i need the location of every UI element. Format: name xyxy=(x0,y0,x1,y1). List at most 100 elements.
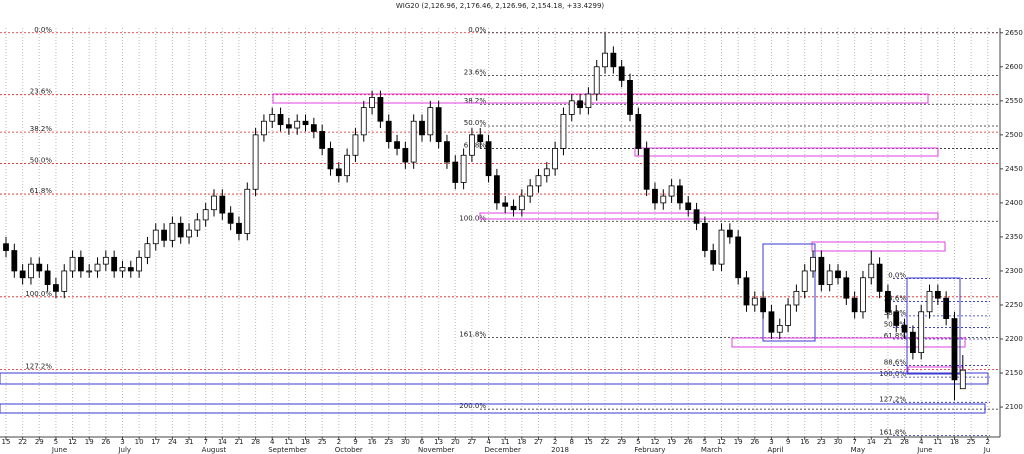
month-label: Ju xyxy=(983,446,991,454)
fib-label: 23.6% xyxy=(884,295,907,303)
candle-body xyxy=(693,209,700,224)
fib-label: 23.6% xyxy=(30,88,53,96)
candle-body xyxy=(685,202,692,211)
fib-label: 100.0% xyxy=(25,290,52,298)
candle-body xyxy=(277,114,284,126)
candle-body xyxy=(102,256,109,265)
candle-body xyxy=(377,97,384,122)
candle-body xyxy=(152,229,159,245)
candle-body xyxy=(327,148,334,170)
candle-body xyxy=(835,270,841,279)
x-tick-label: 5 xyxy=(54,438,58,446)
candle-body xyxy=(119,267,126,272)
candle-body xyxy=(427,107,434,136)
candle-body xyxy=(69,256,76,272)
candle-body xyxy=(202,209,209,221)
candle-body xyxy=(360,107,367,136)
candle-body xyxy=(352,134,359,156)
x-tick-label: 27 xyxy=(467,438,476,446)
candle-body xyxy=(627,80,633,115)
x-tick-label: 15 xyxy=(584,438,593,446)
fib-label: 100.0% xyxy=(879,370,906,378)
candle-body xyxy=(410,120,417,163)
fib-label: 23.6% xyxy=(464,69,487,77)
x-tick-label: 30 xyxy=(401,438,410,446)
candle-body xyxy=(876,263,883,292)
x-tick-label: 15 xyxy=(2,438,11,446)
fib-label: 38.2% xyxy=(30,125,53,133)
candle-body xyxy=(136,256,143,272)
candle-body xyxy=(743,277,750,306)
candle-body xyxy=(568,100,575,115)
x-tick-label: 3 xyxy=(769,438,773,446)
candle-body xyxy=(660,195,667,204)
x-tick-label: 20 xyxy=(451,438,460,446)
x-tick-label: 28 xyxy=(251,438,260,446)
candle-body xyxy=(244,188,251,234)
x-tick-label: 17 xyxy=(151,438,160,446)
candle-body xyxy=(302,120,309,126)
candle-body xyxy=(677,185,683,204)
candle-body xyxy=(535,175,542,187)
x-tick-label: 27 xyxy=(534,438,543,446)
x-tick-label: 21 xyxy=(883,438,892,446)
zone-box xyxy=(634,147,939,157)
candle-body xyxy=(227,212,234,224)
fib-label: 127.2% xyxy=(25,363,52,371)
y-tick-label: 2350 xyxy=(1005,233,1023,241)
x-tick-label: 16 xyxy=(800,438,809,446)
candle-body xyxy=(385,120,392,143)
x-tick-label: 26 xyxy=(750,438,759,446)
candle-body xyxy=(885,290,891,313)
candle-body xyxy=(552,148,559,170)
month-label: June xyxy=(916,446,932,454)
x-tick-label: 4 xyxy=(270,438,275,446)
candle-body xyxy=(810,256,816,272)
x-tick-label: 19 xyxy=(667,438,676,446)
candle-body xyxy=(909,331,916,354)
candle-body xyxy=(344,154,351,177)
x-tick-label: 14 xyxy=(218,438,227,446)
candle-body xyxy=(635,114,642,149)
x-tick-label: 2 xyxy=(553,438,557,446)
candle-body xyxy=(668,185,675,197)
month-label: May xyxy=(851,446,865,454)
candle-body xyxy=(310,124,317,132)
month-label: September xyxy=(268,446,307,454)
candle-body xyxy=(593,66,600,95)
x-tick-label: 6 xyxy=(420,438,425,446)
candle-body xyxy=(19,270,26,279)
x-tick-label: 26 xyxy=(101,438,110,446)
candle-body xyxy=(444,141,450,163)
x-tick-label: 18 xyxy=(950,438,959,446)
x-tick-label: 22 xyxy=(18,438,27,446)
x-tick-label: 28 xyxy=(900,438,909,446)
x-tick-label: 21 xyxy=(234,438,243,446)
month-label: June xyxy=(51,446,67,454)
candle-body xyxy=(236,222,242,234)
month-label: July xyxy=(117,446,131,454)
candle-body xyxy=(893,311,900,326)
candle-body xyxy=(435,107,442,143)
candle-body xyxy=(643,148,650,190)
candle-body xyxy=(751,297,758,306)
x-tick-label: 11 xyxy=(501,438,510,446)
candle-body xyxy=(618,66,625,81)
y-tick-label: 2100 xyxy=(1005,403,1023,411)
candle-body xyxy=(211,195,217,211)
zone-box xyxy=(811,241,946,252)
x-tick-label: 7 xyxy=(852,438,856,446)
fib-label: 38.2% xyxy=(464,97,487,105)
fib-label: 200.0% xyxy=(459,402,486,410)
x-tick-label: 29 xyxy=(617,438,626,446)
candle-body xyxy=(934,290,941,299)
candle-body xyxy=(194,219,201,231)
fib-label: 61.8% xyxy=(30,187,53,195)
candle-body xyxy=(560,114,567,149)
fib-label: 161.8% xyxy=(879,429,906,437)
fib-label: 0.0% xyxy=(34,26,52,34)
candle-body xyxy=(144,243,151,258)
x-tick-label: 18 xyxy=(301,438,310,446)
candle-body xyxy=(901,324,908,333)
